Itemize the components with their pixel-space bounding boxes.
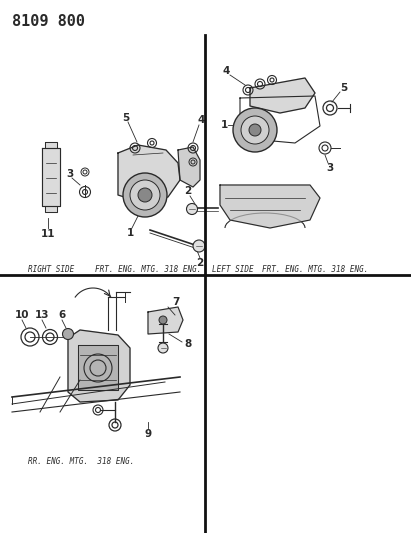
Text: 5: 5: [340, 83, 348, 93]
Circle shape: [187, 204, 198, 214]
Text: RR. ENG. MTG.  318 ENG.: RR. ENG. MTG. 318 ENG.: [28, 457, 134, 466]
Text: 11: 11: [41, 229, 55, 239]
Circle shape: [193, 240, 205, 252]
Polygon shape: [148, 307, 183, 334]
Text: 9: 9: [144, 429, 152, 439]
Text: 10: 10: [15, 310, 29, 320]
Circle shape: [233, 108, 277, 152]
Text: 1: 1: [220, 120, 228, 130]
Text: 3: 3: [66, 169, 74, 179]
Text: 2: 2: [196, 258, 203, 268]
Text: 6: 6: [58, 310, 66, 320]
Polygon shape: [78, 345, 118, 390]
Circle shape: [130, 180, 160, 210]
Circle shape: [159, 316, 167, 324]
Text: 7: 7: [172, 297, 180, 307]
Polygon shape: [68, 330, 130, 402]
Text: 3: 3: [326, 163, 334, 173]
Circle shape: [123, 173, 167, 217]
Text: 8109 800: 8109 800: [12, 14, 85, 29]
Polygon shape: [220, 185, 320, 228]
Text: 13: 13: [35, 310, 49, 320]
Text: LEFT SIDE: LEFT SIDE: [212, 265, 254, 274]
Polygon shape: [45, 206, 57, 212]
Text: 4: 4: [197, 115, 205, 125]
Text: 4: 4: [222, 66, 230, 76]
Polygon shape: [250, 78, 315, 113]
Circle shape: [62, 328, 74, 340]
Text: 8: 8: [185, 339, 192, 349]
Text: 1: 1: [126, 228, 134, 238]
Text: 5: 5: [122, 113, 129, 123]
Circle shape: [241, 116, 269, 144]
Text: FRT. ENG. MTG. 318 ENG.: FRT. ENG. MTG. 318 ENG.: [95, 265, 201, 274]
Text: 2: 2: [185, 186, 192, 196]
Circle shape: [249, 124, 261, 136]
Text: FRT. ENG. MTG. 318 ENG.: FRT. ENG. MTG. 318 ENG.: [262, 265, 368, 274]
Polygon shape: [42, 148, 60, 206]
Polygon shape: [45, 142, 57, 148]
Text: RIGHT SIDE: RIGHT SIDE: [28, 265, 74, 274]
Polygon shape: [118, 145, 180, 203]
Circle shape: [138, 188, 152, 202]
Circle shape: [158, 343, 168, 353]
Polygon shape: [178, 147, 200, 187]
